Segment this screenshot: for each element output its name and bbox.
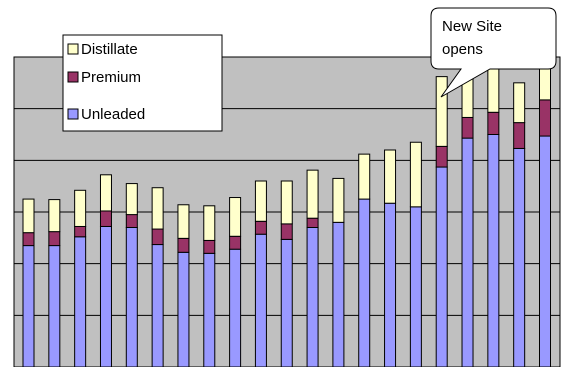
bar-premium-4 bbox=[99, 210, 112, 227]
legend-label-premium: Premium bbox=[81, 69, 141, 86]
bar-distillate-4 bbox=[99, 174, 112, 212]
bar-distillate-1 bbox=[22, 198, 35, 234]
bar-distillate-17 bbox=[435, 76, 448, 147]
bar-unleaded-4 bbox=[99, 225, 112, 367]
bar-unleaded-8 bbox=[203, 252, 216, 367]
bars bbox=[22, 32, 551, 367]
bar-unleaded-20 bbox=[513, 147, 526, 367]
bar-premium-6 bbox=[151, 228, 164, 246]
bar-distillate-5 bbox=[125, 183, 138, 216]
bar-unleaded-10 bbox=[254, 233, 267, 367]
legend-label-distillate: Distillate bbox=[81, 41, 138, 58]
bar-unleaded-6 bbox=[151, 244, 164, 367]
bar-unleaded-15 bbox=[384, 202, 397, 367]
legend-item-distillate: Distillate bbox=[67, 41, 138, 58]
legend-swatch-distillate bbox=[67, 43, 79, 55]
bar-premium-21 bbox=[539, 99, 551, 137]
bar-distillate-20 bbox=[513, 82, 526, 124]
bar-distillate-15 bbox=[384, 149, 397, 204]
bar-distillate-16 bbox=[409, 141, 422, 208]
bar-distillate-11 bbox=[280, 180, 293, 225]
bar-unleaded-1 bbox=[22, 245, 35, 367]
legend: Distillate Premium Unleaded bbox=[62, 34, 223, 132]
bar-premium-17 bbox=[435, 145, 448, 168]
bar-unleaded-17 bbox=[435, 166, 448, 367]
bar-premium-10 bbox=[254, 220, 267, 235]
bar-unleaded-14 bbox=[358, 198, 371, 367]
bar-premium-3 bbox=[74, 225, 87, 238]
legend-swatch-unleaded bbox=[67, 108, 79, 120]
bar-premium-12 bbox=[306, 217, 319, 228]
bar-unleaded-13 bbox=[332, 221, 345, 367]
legend-item-unleaded: Unleaded bbox=[67, 106, 145, 123]
legend-swatch-premium bbox=[67, 71, 79, 83]
bar-premium-8 bbox=[203, 239, 216, 254]
bar-distillate-9 bbox=[229, 197, 242, 237]
bar-premium-9 bbox=[229, 235, 242, 250]
bar-distillate-3 bbox=[74, 189, 87, 227]
legend-label-unleaded: Unleaded bbox=[81, 106, 145, 123]
bar-distillate-6 bbox=[151, 187, 164, 230]
callout-line-2: opens bbox=[442, 41, 483, 58]
bar-unleaded-12 bbox=[306, 227, 319, 367]
bar-distillate-8 bbox=[203, 205, 216, 241]
bar-premium-7 bbox=[177, 237, 190, 253]
bar-unleaded-19 bbox=[487, 134, 500, 367]
bar-unleaded-7 bbox=[177, 251, 190, 367]
new-site-callout: New Site opens bbox=[430, 7, 557, 98]
bar-unleaded-5 bbox=[125, 227, 138, 367]
bar-premium-20 bbox=[513, 122, 526, 149]
bar-premium-18 bbox=[461, 116, 474, 139]
bar-distillate-14 bbox=[358, 153, 371, 200]
bar-unleaded-11 bbox=[280, 238, 293, 367]
bar-distillate-2 bbox=[48, 199, 61, 233]
bar-premium-1 bbox=[22, 232, 35, 247]
bar-premium-19 bbox=[487, 111, 500, 135]
bar-unleaded-18 bbox=[461, 137, 474, 367]
bar-distillate-10 bbox=[254, 180, 267, 222]
legend-box bbox=[62, 34, 223, 132]
bar-unleaded-16 bbox=[409, 206, 422, 367]
legend-item-premium: Premium bbox=[67, 69, 141, 86]
bar-premium-11 bbox=[280, 223, 293, 240]
bar-premium-2 bbox=[48, 231, 61, 247]
bar-premium-5 bbox=[125, 214, 138, 229]
bar-distillate-7 bbox=[177, 204, 190, 239]
bar-unleaded-9 bbox=[229, 248, 242, 367]
bar-distillate-12 bbox=[306, 169, 319, 219]
bar-unleaded-2 bbox=[48, 245, 61, 367]
callout-bubble bbox=[430, 7, 557, 98]
bar-unleaded-21 bbox=[539, 135, 551, 367]
callout-line-1: New Site bbox=[442, 18, 502, 35]
bar-distillate-13 bbox=[332, 177, 345, 223]
bar-unleaded-3 bbox=[74, 236, 87, 367]
